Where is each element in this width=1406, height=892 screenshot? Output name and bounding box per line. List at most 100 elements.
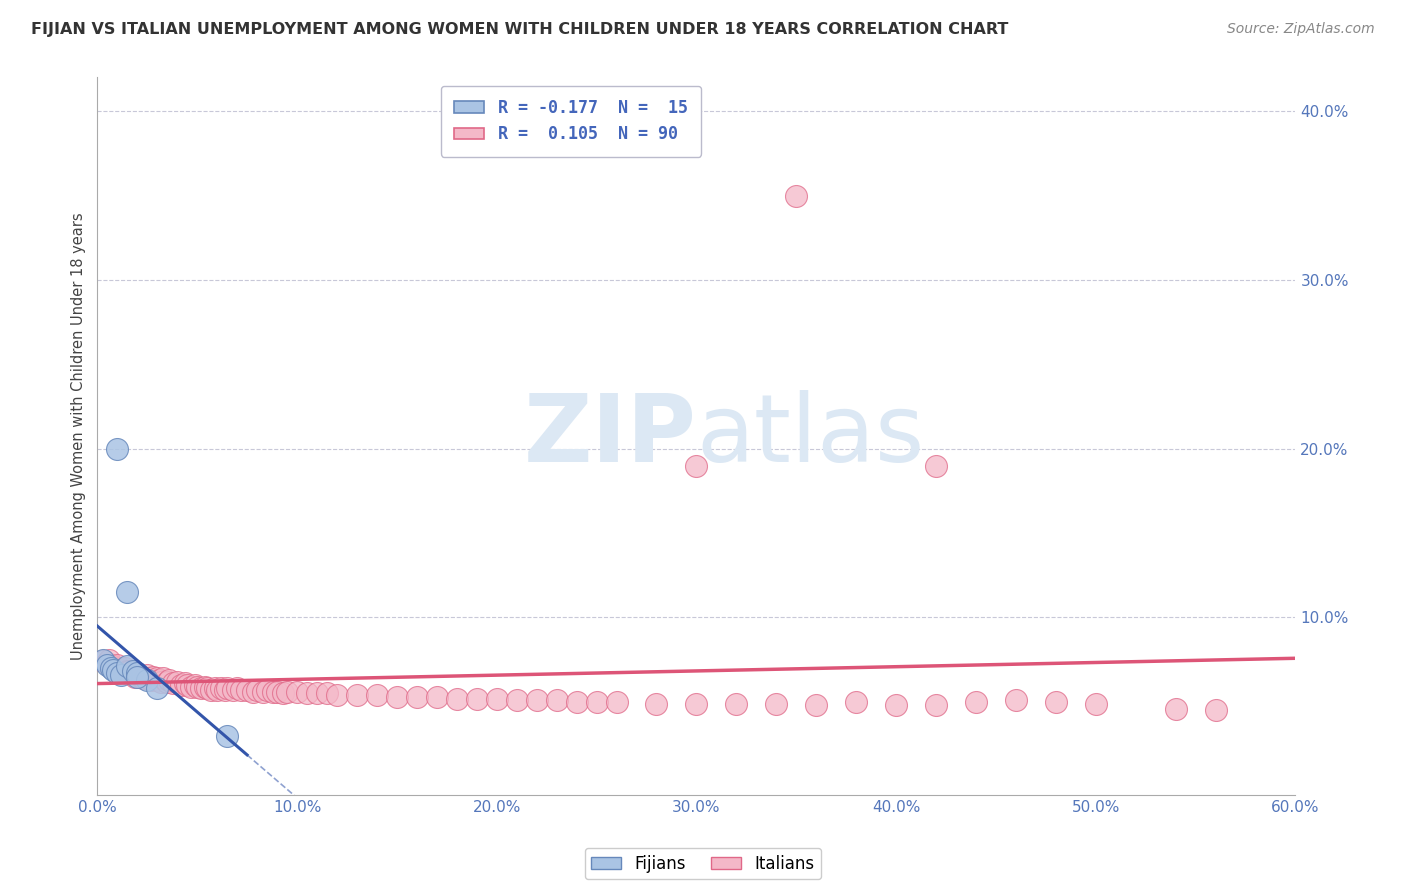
Point	[98, 653, 121, 667]
Point	[242, 685, 264, 699]
Point	[285, 685, 308, 699]
Point	[204, 681, 226, 696]
Point	[162, 676, 184, 690]
Point	[103, 659, 125, 673]
Point	[152, 671, 174, 685]
Point	[262, 685, 284, 699]
Point	[685, 458, 707, 473]
Point	[266, 685, 288, 699]
Point	[925, 458, 948, 473]
Point	[118, 665, 141, 679]
Point	[122, 668, 145, 682]
Point	[195, 681, 218, 696]
Point	[105, 442, 128, 456]
Point	[645, 697, 668, 711]
Text: FIJIAN VS ITALIAN UNEMPLOYMENT AMONG WOMEN WITH CHILDREN UNDER 18 YEARS CORRELAT: FIJIAN VS ITALIAN UNEMPLOYMENT AMONG WOM…	[31, 22, 1008, 37]
Y-axis label: Unemployment Among Women with Children Under 18 years: Unemployment Among Women with Children U…	[72, 212, 86, 660]
Point	[138, 671, 160, 685]
Text: atlas: atlas	[696, 390, 925, 482]
Point	[385, 690, 408, 704]
Point	[136, 673, 159, 687]
Point	[110, 665, 132, 679]
Point	[565, 695, 588, 709]
Point	[505, 693, 527, 707]
Point	[1205, 703, 1227, 717]
Legend: Fijians, Italians: Fijians, Italians	[585, 848, 821, 880]
Point	[105, 657, 128, 672]
Point	[142, 669, 165, 683]
Point	[316, 686, 339, 700]
Point	[526, 693, 548, 707]
Text: ZIP: ZIP	[523, 390, 696, 482]
Point	[485, 691, 508, 706]
Point	[117, 585, 139, 599]
Point	[765, 697, 787, 711]
Point	[180, 680, 202, 694]
Point	[346, 688, 368, 702]
Point	[100, 661, 122, 675]
Point	[146, 681, 169, 696]
Point	[226, 681, 249, 696]
Point	[229, 683, 252, 698]
Point	[194, 680, 217, 694]
Point	[585, 695, 607, 709]
Point	[124, 669, 146, 683]
Point	[295, 686, 318, 700]
Point	[366, 688, 388, 702]
Point	[405, 690, 427, 704]
Point	[93, 653, 115, 667]
Point	[166, 674, 188, 689]
Text: Source: ZipAtlas.com: Source: ZipAtlas.com	[1227, 22, 1375, 37]
Point	[93, 654, 115, 668]
Point	[127, 666, 149, 681]
Point	[129, 669, 152, 683]
Point	[186, 680, 208, 694]
Point	[546, 693, 568, 707]
Point	[209, 681, 232, 696]
Point	[112, 666, 135, 681]
Point	[122, 665, 145, 679]
Point	[114, 661, 136, 675]
Point	[141, 673, 163, 687]
Point	[1084, 697, 1107, 711]
Point	[127, 669, 149, 683]
Point	[120, 666, 142, 681]
Point	[205, 683, 228, 698]
Point	[1164, 701, 1187, 715]
Point	[606, 695, 628, 709]
Point	[156, 674, 179, 689]
Point	[105, 666, 128, 681]
Point	[127, 666, 149, 681]
Point	[148, 673, 170, 687]
Point	[132, 671, 155, 685]
Point	[426, 690, 449, 704]
Point	[1045, 695, 1067, 709]
Point	[806, 698, 828, 713]
Point	[256, 683, 278, 698]
Point	[271, 686, 294, 700]
Point	[128, 668, 150, 682]
Point	[446, 691, 468, 706]
Point	[110, 668, 132, 682]
Legend: R = -0.177  N =  15, R =  0.105  N = 90: R = -0.177 N = 15, R = 0.105 N = 90	[441, 86, 702, 157]
Point	[252, 685, 274, 699]
Point	[176, 678, 198, 692]
Point	[326, 688, 349, 702]
Point	[103, 663, 125, 677]
Point	[685, 697, 707, 711]
Point	[246, 683, 269, 698]
Point	[214, 683, 236, 698]
Point	[117, 659, 139, 673]
Point	[965, 695, 987, 709]
Point	[845, 695, 868, 709]
Point	[96, 656, 118, 670]
Point	[236, 683, 259, 698]
Point	[217, 681, 239, 696]
Point	[925, 698, 948, 713]
Point	[157, 673, 180, 687]
Point	[150, 674, 173, 689]
Point	[136, 668, 159, 682]
Point	[465, 691, 488, 706]
Point	[884, 698, 907, 713]
Point	[200, 683, 222, 698]
